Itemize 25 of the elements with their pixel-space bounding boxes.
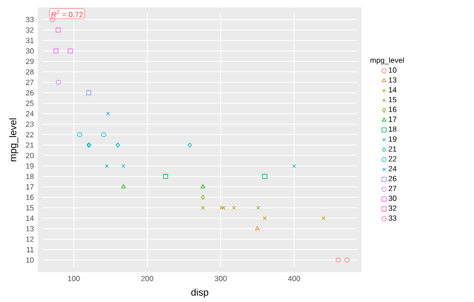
- point: [292, 164, 296, 168]
- point: [200, 194, 205, 200]
- point: [106, 112, 110, 116]
- point: [56, 80, 61, 85]
- point: [201, 206, 205, 210]
- point: [86, 90, 92, 96]
- point: [255, 226, 260, 230]
- point: [53, 48, 58, 54]
- x-axis-title: disp: [191, 288, 208, 298]
- point: [56, 27, 61, 32]
- point: [121, 184, 126, 188]
- point: [188, 142, 192, 148]
- point: [104, 164, 109, 168]
- point: [256, 206, 260, 210]
- point: [232, 206, 236, 210]
- point: [163, 174, 168, 179]
- point: [322, 216, 326, 220]
- point: [68, 48, 73, 54]
- point: [336, 257, 341, 262]
- point: [101, 132, 106, 137]
- y-axis-title: mpg_level: [9, 118, 18, 162]
- point: [262, 174, 268, 179]
- point: [344, 257, 350, 262]
- point: [200, 184, 206, 188]
- point: [77, 132, 82, 137]
